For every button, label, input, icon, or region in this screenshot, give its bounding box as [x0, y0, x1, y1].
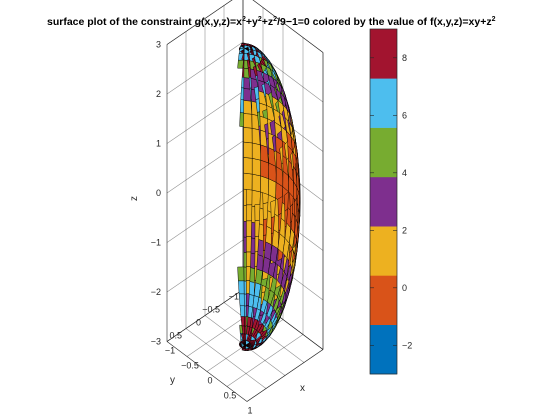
z-tick-label: −3 [151, 337, 161, 347]
title-part-4: /9−1=0 colored by the value of f(x,y,z)=… [277, 16, 492, 28]
colorbar-tick-label: 4 [402, 168, 407, 178]
x-axis-label: x [300, 383, 305, 394]
surface-patch [299, 184, 301, 207]
surface-patch [243, 172, 253, 191]
surface-patch [239, 305, 245, 317]
surface-patch [251, 158, 261, 177]
surface-patch [243, 127, 253, 144]
colorbar-segment [370, 226, 397, 276]
surface-patch [243, 113, 253, 129]
z-tick-label: 2 [156, 89, 161, 99]
x-tick-label: −1 [165, 346, 175, 356]
colorbar-segment [370, 176, 397, 227]
title-part-1: surface plot of the constraint g(x,y,z)=… [47, 16, 242, 28]
x-tick-label: 0 [207, 376, 212, 386]
x-tick-label: 0.5 [224, 391, 237, 401]
colorbar-segment [370, 324, 397, 375]
colorbar-segment [370, 78, 397, 128]
title-sup-3: 2 [273, 16, 277, 23]
x-tick-label: −0.5 [181, 361, 199, 371]
title-sup-2: 2 [258, 16, 262, 23]
surface-patch [243, 157, 253, 175]
chart-title: surface plot of the constraint g(x,y,z)=… [47, 16, 496, 28]
surface-patch [238, 293, 245, 307]
surface-patch [260, 159, 270, 180]
title-part-3: +z [262, 16, 273, 28]
z-tick-label: 3 [156, 40, 161, 50]
z-tick-label: −2 [151, 287, 161, 297]
colorbar: −2 0 2 4 6 8 [369, 28, 412, 375]
title-sup-4: 2 [492, 16, 496, 23]
colorbar-tick-label: 6 [402, 110, 407, 120]
colorbar-frame [369, 28, 398, 375]
y-tick-label: −1 [229, 292, 239, 302]
surface-patch [240, 316, 245, 327]
y-tick-label: 0.5 [169, 331, 182, 341]
z-tick-label: −1 [151, 238, 161, 248]
y-tick-label: 0 [196, 318, 201, 328]
surface-patch [238, 280, 245, 295]
y-tick-label: −0.5 [202, 305, 220, 315]
z-tick-label: 1 [156, 139, 161, 149]
title-sup-1: 2 [242, 16, 246, 23]
surface-patch [251, 142, 261, 161]
surface-patch [243, 141, 253, 159]
z-tick-label: 0 [156, 188, 161, 198]
surface-patch [260, 175, 269, 195]
colorbar-tick-label: 8 [402, 53, 407, 63]
colorbar-segment [370, 275, 397, 325]
y-grid-line [185, 328, 267, 389]
colorbar-segment [370, 29, 397, 79]
surface-patch [243, 100, 253, 115]
title-part-2: +y [246, 16, 258, 28]
colorbar-tick-label: 2 [402, 225, 407, 235]
colorbar-tick-label: 0 [402, 283, 407, 293]
y-axis-label: y [170, 375, 175, 386]
ellipsoid-surface [237, 43, 301, 351]
x-tick-label: 1 [247, 406, 252, 416]
colorbar-segment [370, 127, 397, 178]
colorbar-tick-label: −2 [402, 340, 412, 350]
surface-patch [237, 266, 245, 282]
surface-patch [251, 173, 261, 193]
z-axis-label: z [129, 196, 140, 201]
